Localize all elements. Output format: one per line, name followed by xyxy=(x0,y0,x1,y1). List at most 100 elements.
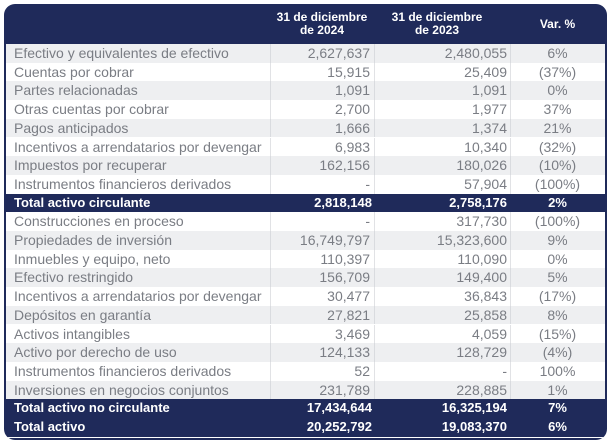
column-divider xyxy=(510,324,511,344)
variation-percent: 5% xyxy=(547,269,568,286)
total-row: Total activo no circulante 17,434,644 16,3… xyxy=(6,399,605,418)
column-divider xyxy=(510,44,511,63)
column-divider xyxy=(510,231,511,250)
column-divider xyxy=(510,174,511,194)
table-row: Otras cuentas por cobrar 2,700 1,977 37% xyxy=(6,100,605,119)
variation-percent: (15%) xyxy=(538,325,577,342)
row-label: Efectivo restringido xyxy=(14,269,134,286)
variation-percent: 2% xyxy=(548,194,567,210)
column-divider xyxy=(510,156,511,175)
table-row: Impuestos por recuperar 162,156 180,026 (10… xyxy=(6,156,605,175)
value-2024: 27,821 xyxy=(327,306,370,323)
column-divider xyxy=(374,62,375,82)
value-2023: 25,858 xyxy=(464,306,507,323)
row-label: Activo por derecho de uso xyxy=(14,344,177,361)
table-row: Instrumentos financieros derivados 52 - 100… xyxy=(6,361,605,381)
variation-percent: (37%) xyxy=(538,63,577,80)
column-divider xyxy=(510,137,511,157)
table-header: 31 de diciembre de 2024 31 de diciembre … xyxy=(4,4,607,44)
value-2024: 2,627,637 xyxy=(307,45,370,61)
variation-percent: 0% xyxy=(547,250,568,267)
column-divider xyxy=(270,361,271,381)
column-divider xyxy=(510,305,511,325)
value-2024: - xyxy=(365,213,370,230)
column-divider xyxy=(374,305,375,325)
column-divider xyxy=(374,380,375,400)
table-row: Cuentas por cobrar 15,915 25,409 (37%) xyxy=(6,62,605,82)
table-row: Depósitos en garantía 27,821 25,858 8% xyxy=(6,305,605,325)
column-divider xyxy=(510,118,511,138)
variation-percent: (4%) xyxy=(542,344,573,361)
table-row: Inversiones en negocios conjuntos 231,789… xyxy=(6,380,605,400)
column-divider xyxy=(270,62,271,82)
column-divider xyxy=(510,212,511,231)
column-divider xyxy=(510,287,511,306)
table-row: Instrumentos financieros derivados - 57,90… xyxy=(6,174,605,194)
row-label: Impuestos por recuperar xyxy=(14,157,167,174)
variation-percent: 8% xyxy=(547,306,568,323)
table-body: Efectivo y equivalentes de efectivo 2,627… xyxy=(6,44,605,438)
value-2023: 180,026 xyxy=(456,157,507,174)
column-divider xyxy=(374,212,375,231)
column-divider xyxy=(374,81,375,101)
column-divider xyxy=(374,231,375,250)
table-row: Activo por derecho de uso 124,133 128,729 (… xyxy=(6,343,605,362)
table-row: Pagos anticipados 1,666 1,374 21% xyxy=(6,118,605,138)
row-label: Inversiones en negocios conjuntos xyxy=(14,381,229,398)
header-col-var: Var. % xyxy=(510,4,605,44)
value-2024: 124,133 xyxy=(319,344,370,361)
table-row: Incentivos a arrendatarios por devengar 3… xyxy=(6,287,605,306)
value-2023: 317,730 xyxy=(456,213,507,230)
value-2023: 2,480,055 xyxy=(444,45,507,61)
value-2024: 52 xyxy=(354,362,370,379)
column-divider xyxy=(374,156,375,175)
row-label: Efectivo y equivalentes de efectivo xyxy=(14,45,229,61)
total-row: Total activo 20,252,792 19,083,370 6% xyxy=(6,418,605,437)
row-label: Propiedades de inversión xyxy=(14,232,172,248)
value-2024: 17,434,644 xyxy=(306,400,372,416)
value-2023: 1,091 xyxy=(471,82,507,99)
value-2023: 128,729 xyxy=(456,344,507,361)
variation-percent: 9% xyxy=(547,232,568,248)
value-2023: 57,904 xyxy=(464,175,507,192)
balance-sheet-table: 31 de diciembre de 2024 31 de diciembre … xyxy=(4,4,607,440)
variation-percent: (32%) xyxy=(538,138,577,155)
row-label: Activos intangibles xyxy=(14,325,130,342)
value-2024: 15,915 xyxy=(327,63,370,80)
row-label: Instrumentos financieros derivados xyxy=(14,175,232,192)
column-divider xyxy=(270,137,271,157)
column-divider xyxy=(374,137,375,157)
column-divider xyxy=(374,287,375,306)
variation-percent: 6% xyxy=(548,419,567,434)
column-divider xyxy=(510,62,511,82)
row-label: Pagos anticipados xyxy=(14,119,129,136)
table-row: Efectivo y equivalentes de efectivo 2,627… xyxy=(6,44,605,63)
column-divider xyxy=(270,343,271,362)
column-divider xyxy=(510,249,511,269)
row-label: Partes relacionadas xyxy=(14,82,138,99)
value-2023: 10,340 xyxy=(464,138,507,155)
value-2024: 1,091 xyxy=(334,82,370,99)
header-col-var-label: Var. % xyxy=(539,16,576,31)
value-2023: 25,409 xyxy=(464,63,507,80)
table-row: Activos intangibles 3,469 4,059 (15%) xyxy=(6,324,605,344)
column-divider xyxy=(270,118,271,138)
value-2024: 30,477 xyxy=(327,288,370,305)
row-label: Total activo xyxy=(14,419,86,434)
row-label: Otras cuentas por cobrar xyxy=(14,101,169,118)
header-col-2024-line1: 31 de diciembre xyxy=(276,10,368,24)
value-2024: 16,749,797 xyxy=(299,232,370,248)
row-label: Total activo circulante xyxy=(14,194,151,210)
column-divider xyxy=(374,361,375,381)
value-2023: 110,090 xyxy=(457,250,507,267)
header-col-2023-line2: de 2023 xyxy=(414,23,460,37)
column-divider xyxy=(270,249,271,269)
column-divider xyxy=(374,343,375,362)
column-divider xyxy=(510,343,511,362)
column-divider xyxy=(270,100,271,119)
variation-percent: (17%) xyxy=(538,288,577,305)
row-label: Incentivos a arrendatarios por devengar xyxy=(14,138,262,155)
table-row: Inmuebles y equipo, neto 110,397 110,090 0% xyxy=(6,249,605,269)
value-2024: 156,709 xyxy=(319,269,370,286)
value-2023: 16,325,194 xyxy=(441,400,507,416)
